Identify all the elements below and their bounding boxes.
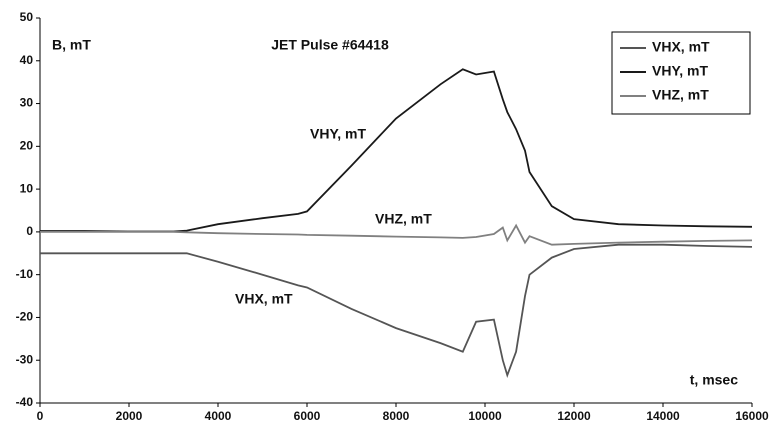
y-tick-label: 20: [20, 139, 34, 153]
x-tick-label: 0: [37, 409, 44, 423]
series-line: [40, 243, 753, 379]
y-tick-label: -10: [16, 267, 34, 281]
x-tick-label: 16000: [735, 409, 769, 423]
y-tick-label: 30: [20, 96, 34, 110]
x-tick-label: 12000: [557, 409, 591, 423]
x-tick-label: 6000: [294, 409, 321, 423]
y-axis-label: B, mT: [52, 37, 91, 53]
chart-title: JET Pulse #64418: [271, 37, 389, 53]
y-tick-label: -40: [16, 395, 34, 409]
annotation: VHY, mT: [310, 126, 366, 142]
x-tick-label: 14000: [646, 409, 680, 423]
x-tick-label: 10000: [468, 409, 502, 423]
annotation: VHZ, mT: [375, 211, 432, 227]
y-tick-label: 40: [20, 53, 34, 67]
y-tick-label: 10: [20, 181, 34, 195]
y-tick-label: -30: [16, 352, 34, 366]
legend-label: VHX, mT: [652, 39, 710, 55]
series-line: [40, 223, 753, 246]
x-axis-label: t, msec: [690, 372, 738, 388]
x-tick-label: 8000: [383, 409, 410, 423]
x-tick-label: 4000: [205, 409, 232, 423]
annotation: VHX, mT: [235, 291, 293, 307]
x-tick-label: 2000: [116, 409, 143, 423]
legend-label: VHZ, mT: [652, 87, 709, 103]
y-tick-label: 50: [20, 10, 34, 24]
y-tick-label: -20: [16, 310, 34, 324]
legend-label: VHY, mT: [652, 63, 708, 79]
series-line: [40, 68, 753, 233]
y-tick-label: 0: [26, 224, 33, 238]
